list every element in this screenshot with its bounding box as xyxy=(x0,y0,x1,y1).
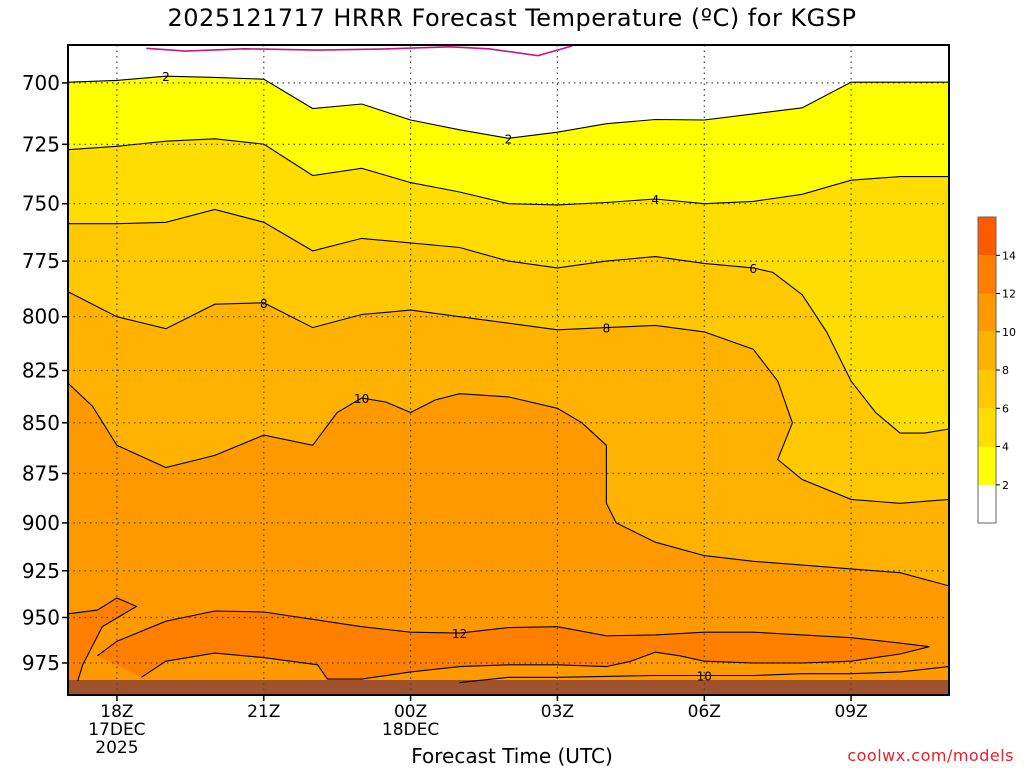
contour-line xyxy=(68,138,949,206)
contour-label: 8 xyxy=(603,322,611,336)
ground-band xyxy=(68,680,949,695)
x-tick-label: 09Z xyxy=(834,702,867,722)
y-tick-label: 725 xyxy=(22,132,60,156)
colorbar-bin xyxy=(978,217,996,256)
colorbar-label: 14 xyxy=(1002,249,1016,262)
y-tick-label: 825 xyxy=(22,359,60,383)
ground-surface xyxy=(68,680,949,695)
x-axis-label: Forecast Time (UTC) xyxy=(411,744,613,768)
y-axis: 700 725 750 775 800 825 850 875 900 925 950 975 xyxy=(22,71,68,675)
fill-12-14 xyxy=(97,611,930,680)
x-tick-label: 2025 xyxy=(95,738,138,758)
y-tick-label: 900 xyxy=(22,511,60,535)
colorbar-label: 8 xyxy=(1002,364,1009,377)
contour-line xyxy=(97,610,930,657)
contour-line xyxy=(68,382,949,587)
contour-line xyxy=(68,291,949,504)
y-tick-label: 750 xyxy=(22,192,60,216)
contour-line xyxy=(459,666,949,684)
colorbar-bin xyxy=(978,408,996,447)
colorbar-bin xyxy=(978,255,996,294)
x-tick-label: 06Z xyxy=(688,702,721,722)
colorbar-label: 12 xyxy=(1002,288,1016,301)
y-tick-label: 925 xyxy=(22,559,60,583)
x-tick-label: 21Z xyxy=(247,702,280,722)
x-tick-label: 17DEC xyxy=(88,720,145,740)
contour-line xyxy=(68,597,138,681)
colorbar-label: 10 xyxy=(1002,326,1016,339)
x-tick-label: 18DEC xyxy=(382,720,439,740)
contour-label: 6 xyxy=(749,262,757,276)
x-tick-label: 18Z xyxy=(100,702,133,722)
contour-label: 4 xyxy=(651,193,659,207)
fill-12-left xyxy=(68,598,137,695)
colorbar-bin xyxy=(978,293,996,332)
contour-lines xyxy=(68,45,949,684)
colorbar-legend: 2 4 6 8 10 12 14 xyxy=(977,216,1016,524)
source-credit: coolwx.com/models xyxy=(847,746,1014,765)
contour-label: 10 xyxy=(697,670,712,684)
contour-labels: 2 2 4 6 8 8 10 12 10 xyxy=(162,70,757,684)
colorbar-bin xyxy=(978,331,996,371)
colorbar-label: 6 xyxy=(1002,402,1009,415)
y-tick-label: 975 xyxy=(22,651,60,675)
contour-line xyxy=(141,646,930,680)
y-tick-label: 775 xyxy=(22,249,60,273)
contour-line xyxy=(146,45,573,57)
colorbar-label: 4 xyxy=(1002,441,1009,454)
contour-line xyxy=(68,208,949,434)
x-tick-label: 00Z xyxy=(394,702,427,722)
contour-label: 2 xyxy=(505,132,513,146)
y-tick-label: 800 xyxy=(22,305,60,329)
y-tick-label: 850 xyxy=(22,411,60,435)
y-tick-label: 875 xyxy=(22,462,60,486)
x-tick-label: 03Z xyxy=(541,702,574,722)
contour-label: 10 xyxy=(354,392,369,406)
y-tick-label: 700 xyxy=(22,71,60,95)
colorbar-bin xyxy=(978,446,996,485)
contour-line xyxy=(68,75,949,139)
contour-label: 2 xyxy=(162,70,170,84)
contour-label: 8 xyxy=(260,297,268,311)
contour-label: 12 xyxy=(452,627,467,641)
colorbar-bin xyxy=(978,370,996,409)
colorbar-label: 2 xyxy=(1002,479,1009,492)
y-tick-label: 950 xyxy=(22,606,60,630)
chart-title: 2025121717 HRRR Forecast Temperature (ºC… xyxy=(167,4,857,32)
colorbar-bin xyxy=(978,484,996,524)
